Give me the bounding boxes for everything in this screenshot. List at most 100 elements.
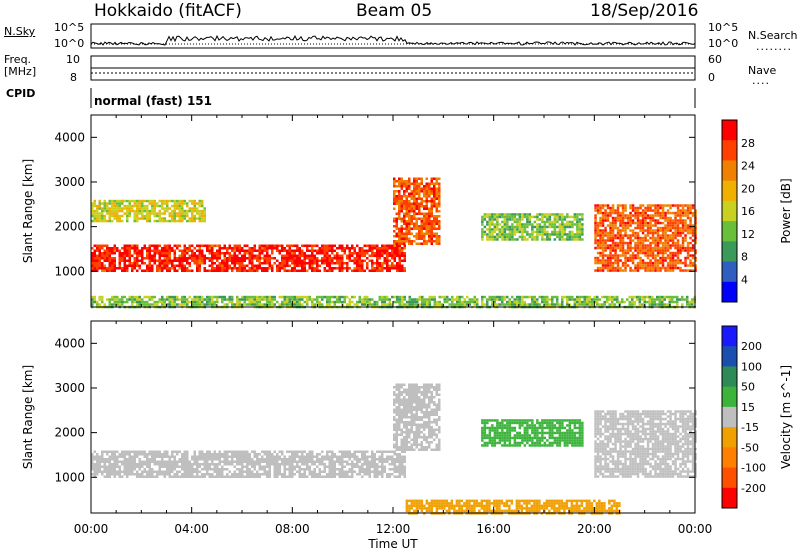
heatmap-cell-4 [686,244,690,247]
heatmap-cell-0 [93,470,96,473]
heatmap-cell-0 [283,463,286,466]
heatmap-cell-5 [198,298,201,301]
heatmap-cell-2 [403,190,406,193]
heatmap-cell-0 [236,259,239,262]
heatmap-cell-4 [679,214,682,217]
heatmap-cell-0 [328,455,331,458]
heatmap-cell-5 [198,300,201,304]
heatmap-cell-0 [148,450,151,453]
heatmap-cell-4 [684,249,687,252]
heatmap-cell-0 [146,264,149,267]
heatmap-cell-0 [211,458,214,461]
heatmap-cell-0 [316,465,319,468]
heatmap-cell-3 [516,223,519,226]
heatmap-cell-0 [318,269,321,272]
heatmap-cell-2 [415,200,418,203]
heatmap-cell-4 [684,224,687,227]
heatmap-cell-0 [388,473,391,476]
heatmap-cell-4 [631,254,635,257]
heatmap-cell-0 [216,458,219,461]
heatmap-cell-0 [156,453,159,456]
heatmap-cell-0 [193,252,196,255]
heatmap-cell-1 [106,209,109,213]
heatmap-cell-0 [103,267,106,270]
heatmap-cell-0 [233,259,236,262]
heatmap-cell-4 [604,241,607,245]
heatmap-cell-4 [656,209,660,212]
heatmap-cell-5 [338,295,341,299]
heatmap-cell-4 [666,216,670,220]
heatmap-cell-0 [128,463,131,466]
heatmap-cell-4 [639,206,642,210]
heatmap-cell-0 [308,262,311,265]
heatmap-cell-0 [161,262,164,265]
heatmap-cell-5 [561,298,564,301]
heatmap-cell-0 [168,475,171,478]
heatmap-cell-0 [221,264,224,267]
heatmap-cell-0 [246,465,249,468]
heatmap-cell-0 [308,455,311,458]
heatmap-cell-0 [273,475,276,478]
heatmap-cell-5 [171,295,174,299]
heatmap-cell-0 [158,262,161,265]
heatmap-cell-2 [415,190,418,193]
heatmap-cell-5 [671,295,674,299]
heatmap-cell-0 [223,267,226,270]
heatmap-cell-0 [306,453,309,456]
heatmap-cell-5 [411,303,414,306]
heatmap-cell-3 [578,238,582,241]
heatmap-cell-5 [446,298,449,301]
heatmap-cell-3 [568,238,572,241]
heatmap-cell-0 [238,453,241,456]
heatmap-cell-3 [503,235,507,239]
heatmap-cell-5 [613,303,616,306]
heatmap-cell-0 [248,473,251,476]
heatmap-cell-1 [183,217,186,220]
heatmap-cell-5 [481,303,484,306]
heatmap-cell-5 [628,303,631,306]
heatmap-cell-0 [201,249,204,252]
heatmap-cell-2 [410,220,413,223]
heatmap-cell-0 [103,264,106,267]
heatmap-cell-3 [546,213,549,216]
heatmap-cell-1 [178,217,181,220]
heatmap-cell-4 [614,236,617,240]
heatmap-cell-0 [186,465,189,468]
heatmap-cell-0 [186,470,189,473]
heatmap-cell-5 [123,295,126,299]
heatmap-cell-0 [353,455,356,458]
heatmap-cell-4 [681,236,685,240]
heatmap-cell-4 [636,231,640,235]
heatmap-cell-0 [256,463,259,466]
heatmap-cell-0 [341,470,344,473]
heatmap-cell-3 [481,233,484,236]
heatmap-cell-2 [423,212,426,215]
heatmap-cell-0 [376,269,379,272]
heatmap-cell-3 [568,233,572,236]
heatmap-cell-4 [599,231,602,235]
heatmap-cell-0 [168,244,171,247]
heatmap-cell-5 [168,303,171,306]
heatmap-cell-3 [528,223,532,226]
heatmap-cell-3 [521,235,524,239]
heatmap-cell-0 [231,455,234,458]
heatmap-cell-3 [513,230,517,234]
heatmap-cell-4 [606,231,610,235]
heatmap-cell-0 [316,267,319,270]
heatmap-cell-4 [634,249,637,252]
heatmap-cell-0 [228,257,231,260]
heatmap-cell-4 [614,266,617,270]
heatmap-cell-0 [191,458,194,461]
heatmap-cell-5 [318,303,321,306]
heatmap-cell-0 [258,458,261,461]
heatmap-cell-0 [373,470,376,473]
heatmap-cell-0 [328,247,331,250]
heatmap-cell-0 [108,264,111,267]
heatmap-cell-2 [430,227,433,230]
heatmap-cell-3 [556,213,559,216]
heatmap-cell-0 [123,473,126,476]
heatmap-cell-5 [266,298,269,301]
heatmap-cell-4 [621,269,625,272]
heatmap-cell-2 [410,240,413,243]
heatmap-cell-4 [671,219,675,222]
